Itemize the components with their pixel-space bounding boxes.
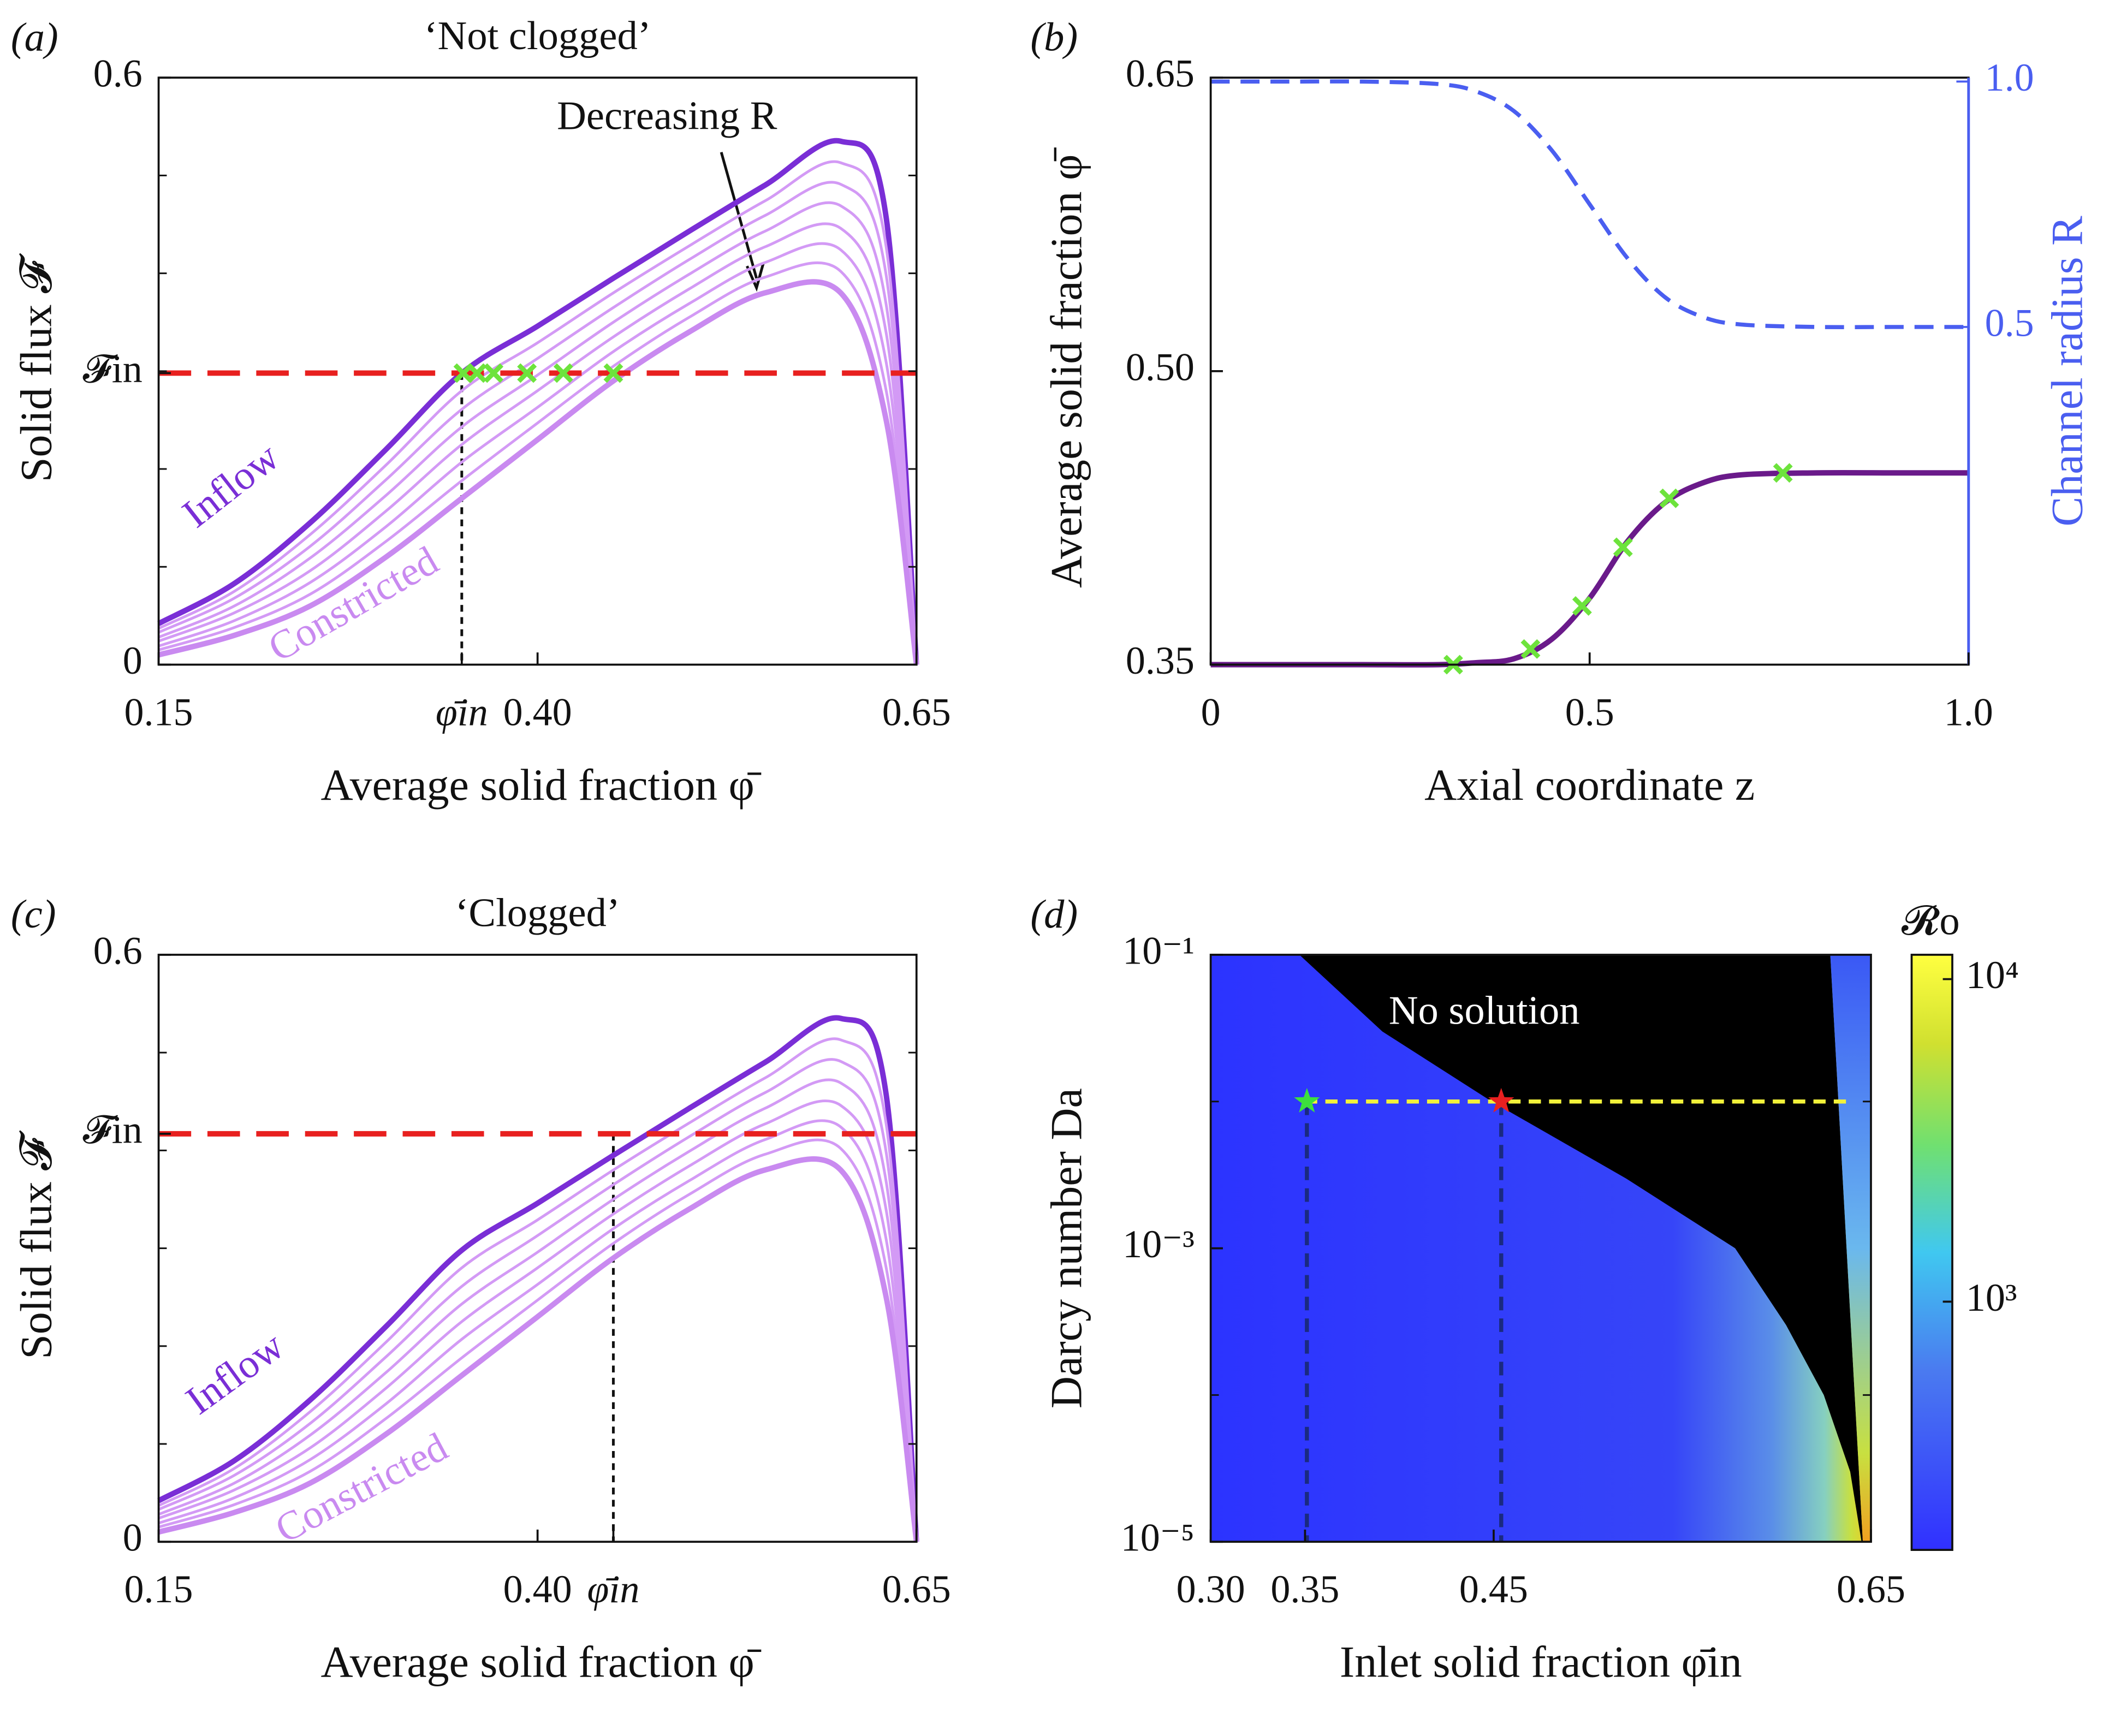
series-line — [158, 1099, 918, 1542]
y-tick-label: 10⁻³ — [1122, 1222, 1195, 1266]
x-axis-label: Inlet solid fraction φ̄in — [1340, 1637, 1742, 1686]
x-axis-label: Average solid fraction φ̄ — [320, 1637, 761, 1686]
y-tick-label: 0 — [123, 1516, 142, 1560]
x-tick-label: 0.5 — [1565, 690, 1614, 734]
marker — [1659, 488, 1679, 508]
series-line — [1210, 79, 1969, 329]
x-tick-label: 0.65 — [882, 1567, 951, 1611]
series-line — [157, 1015, 919, 1542]
x-tick-label: 0.30 — [1177, 1567, 1245, 1611]
marker — [603, 363, 623, 383]
series-line — [1210, 470, 1969, 668]
marker — [517, 363, 537, 383]
marker — [467, 363, 487, 383]
x-tick-label: 0.65 — [1837, 1567, 1905, 1611]
x-tick-label: 0 — [1201, 690, 1221, 734]
arrow-head — [746, 263, 765, 292]
x-axis-label: Axial coordinate z — [1424, 760, 1755, 810]
x-axis-label: Average solid fraction φ̄ — [320, 760, 761, 810]
y-axis-label: Average solid fraction φ̄ — [1042, 147, 1091, 588]
y-axis-label: Darcy number Da — [1042, 1088, 1091, 1408]
panel-label: (b) — [1030, 15, 1078, 60]
x-tick-label: φ̄in — [587, 1567, 640, 1611]
series-line — [158, 160, 918, 665]
x-tick-label: 1.0 — [1944, 690, 1993, 734]
colorbar — [1910, 954, 1953, 1551]
marker — [1520, 639, 1541, 659]
colorbar-tick-label: 10³ — [1966, 1276, 2017, 1319]
marker — [484, 363, 504, 383]
series-line — [158, 201, 918, 665]
marker — [1773, 463, 1793, 483]
marker — [1613, 537, 1633, 557]
y2-tick-label: 1.0 — [1985, 56, 2034, 99]
y-tick-label: 𝓕in — [83, 347, 142, 391]
series-label: Inflow — [178, 1323, 292, 1423]
y-tick-label: 10⁻¹ — [1122, 929, 1195, 972]
x-tick-label: 0.65 — [882, 690, 951, 734]
marker — [1572, 596, 1592, 616]
chart-title: ‘Clogged’ — [455, 890, 620, 935]
y2-tick-label: 0.5 — [1985, 301, 2034, 344]
panel-label: (c) — [11, 892, 56, 937]
x-tick-label: 0.35 — [1270, 1567, 1339, 1611]
colorbar-tick-label: 10⁴ — [1966, 953, 2019, 997]
y-tick-label: 0.6 — [93, 52, 142, 96]
panel-label: (d) — [1030, 892, 1078, 937]
axes-frame — [157, 954, 918, 1543]
panel-label: (a) — [11, 15, 58, 60]
y-tick-label: 0 — [123, 639, 142, 682]
y-axis-label: Solid flux 𝓕 — [11, 253, 61, 482]
axes-frame — [1209, 76, 1970, 666]
x-tick-label: 0.15 — [124, 690, 193, 734]
annotation: No solution — [1389, 988, 1580, 1033]
series-line — [158, 222, 918, 665]
series-line — [158, 1058, 918, 1542]
annotation: Decreasing R — [557, 93, 777, 138]
y-tick-label: 10⁻⁵ — [1121, 1516, 1195, 1560]
star-marker — [1294, 1087, 1320, 1113]
x-tick-label: 0.40 — [503, 690, 572, 734]
series-line — [158, 279, 919, 665]
series-label: Inflow — [174, 435, 287, 537]
series-line — [157, 138, 919, 665]
series-line — [158, 1119, 918, 1542]
y-tick-label: 𝓕in — [83, 1108, 142, 1151]
y-tick-label: 0.35 — [1126, 639, 1195, 682]
x-tick-label: 0.45 — [1459, 1567, 1528, 1611]
series-line — [158, 181, 918, 665]
colorbar-label: 𝓡o — [1902, 899, 1960, 943]
series-line — [158, 1156, 919, 1542]
series-line — [158, 1078, 918, 1542]
y-axis-label: Solid flux 𝓕 — [11, 1130, 61, 1359]
series-line — [158, 1138, 918, 1542]
x-tick-label: 0.40 — [503, 1567, 572, 1611]
marker — [553, 363, 573, 383]
x-tick-label: φ̄in — [436, 690, 488, 734]
y-tick-label: 0.6 — [93, 929, 142, 972]
series-line — [158, 242, 918, 665]
chart-title: ‘Not clogged’ — [424, 14, 651, 58]
y2-axis-label: Channel radius R — [2042, 216, 2092, 526]
star-marker — [1488, 1087, 1514, 1113]
y-tick-label: 0.65 — [1126, 52, 1195, 96]
x-tick-label: 0.15 — [124, 1567, 193, 1611]
y-tick-label: 0.50 — [1126, 345, 1195, 389]
series-line — [158, 1037, 918, 1542]
